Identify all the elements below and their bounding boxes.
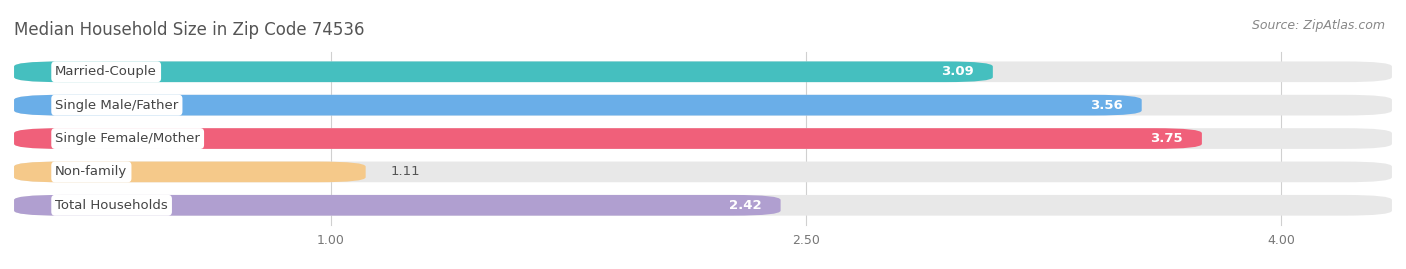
Text: Married-Couple: Married-Couple	[55, 65, 157, 78]
Text: 3.56: 3.56	[1090, 99, 1123, 112]
FancyBboxPatch shape	[14, 162, 366, 182]
FancyBboxPatch shape	[14, 128, 1202, 149]
FancyBboxPatch shape	[14, 95, 1392, 115]
Text: Median Household Size in Zip Code 74536: Median Household Size in Zip Code 74536	[14, 20, 364, 38]
Text: Source: ZipAtlas.com: Source: ZipAtlas.com	[1251, 19, 1385, 32]
FancyBboxPatch shape	[14, 61, 1392, 82]
FancyBboxPatch shape	[14, 128, 1392, 149]
FancyBboxPatch shape	[14, 195, 1392, 216]
Text: Non-family: Non-family	[55, 165, 128, 178]
FancyBboxPatch shape	[14, 195, 780, 216]
Text: 3.09: 3.09	[941, 65, 974, 78]
Text: Single Male/Father: Single Male/Father	[55, 99, 179, 112]
FancyBboxPatch shape	[14, 61, 993, 82]
Text: 2.42: 2.42	[728, 199, 762, 212]
Text: 1.11: 1.11	[391, 165, 420, 178]
Text: Single Female/Mother: Single Female/Mother	[55, 132, 200, 145]
FancyBboxPatch shape	[14, 162, 1392, 182]
Text: Total Households: Total Households	[55, 199, 167, 212]
FancyBboxPatch shape	[14, 95, 1142, 115]
Text: 3.75: 3.75	[1150, 132, 1182, 145]
